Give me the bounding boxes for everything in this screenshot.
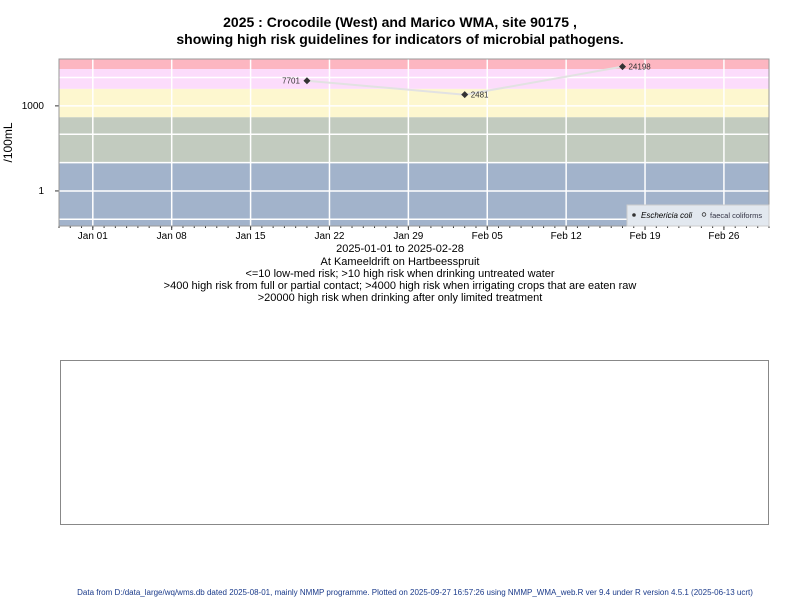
risk-band-1 xyxy=(59,117,769,163)
data-point-e-coli xyxy=(303,77,311,85)
annotation-risk-1: <=10 low-med risk; >10 high risk when dr… xyxy=(245,268,555,280)
chart-svg: Jan 01 Jan 08 Jan 15 Jan 22 Jan 29 Feb 05 Feb … xyxy=(1,58,770,242)
risk-band-4 xyxy=(59,59,769,69)
x-axis-label: 2025-01-01 to 2025-02-28 xyxy=(336,243,464,255)
footer-note: Data from D:/data_large/wq/wms.db dated … xyxy=(77,588,753,597)
plot-frame xyxy=(58,58,770,227)
legend-marker-e-coli xyxy=(632,213,636,217)
legend-label-e-coli: Eschericia coli xyxy=(641,211,692,220)
y-axis-label: /100mL xyxy=(1,122,15,162)
y-tick-label: 1 xyxy=(38,186,44,197)
legend-box xyxy=(626,204,770,227)
title-line-1: 2025 : Crocodile (West) and Marico WMA, … xyxy=(223,14,577,30)
data-point-e-coli xyxy=(618,63,626,71)
legend-marker-faecal-coliforms xyxy=(701,212,707,217)
x-tick-label: Jan 08 xyxy=(157,231,187,242)
data-label: 24198 xyxy=(628,63,651,72)
y-tick-label: 1000 xyxy=(22,101,45,112)
annotation-risk-3: >20000 high risk when drinking after onl… xyxy=(257,292,543,304)
x-tick-label: Feb 12 xyxy=(551,231,583,242)
title-line-2: showing high risk guidelines for indicat… xyxy=(176,31,624,47)
data-point-e-coli xyxy=(461,91,469,99)
legend-label-faecal-coliforms: faecal coliforms xyxy=(710,211,762,220)
empty-plot-panel xyxy=(60,360,769,525)
x-tick-label: Feb 19 xyxy=(629,231,661,242)
x-tick-label: Jan 01 xyxy=(78,231,108,242)
x-tick-label: Jan 22 xyxy=(314,231,344,242)
chart-title: 2025 : Crocodile (West) and Marico WMA, … xyxy=(0,14,800,48)
x-tick-label: Jan 15 xyxy=(236,231,266,242)
x-tick-label: Jan 29 xyxy=(393,231,423,242)
risk-band-3 xyxy=(59,68,769,89)
x-tick-label: Feb 26 xyxy=(708,231,740,242)
annotation-risk-2: >400 high risk from full or partial cont… xyxy=(163,280,637,292)
data-label: 2481 xyxy=(471,91,489,100)
x-tick-label: Feb 05 xyxy=(472,231,504,242)
data-label: 7701 xyxy=(282,77,300,86)
annotation-site: At Kameeldrift on Hartbeesspruit xyxy=(320,256,480,268)
risk-band-2 xyxy=(59,88,769,118)
